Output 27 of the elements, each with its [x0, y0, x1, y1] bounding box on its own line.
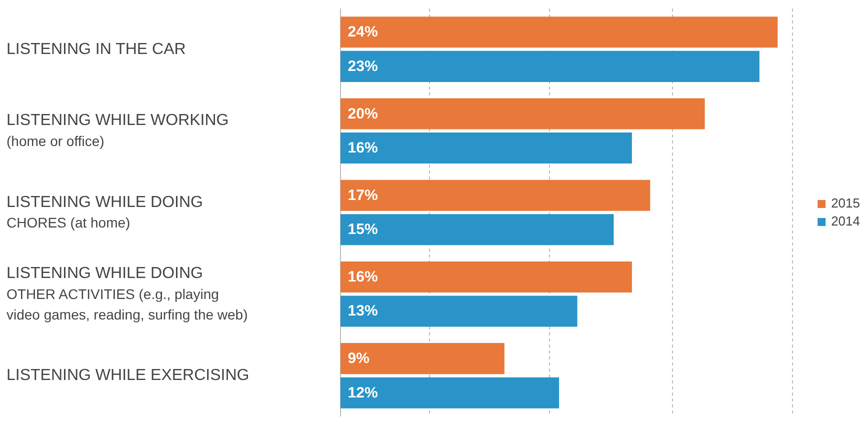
data-label: 16% [348, 140, 378, 157]
data-label: 15% [348, 221, 378, 238]
y-tick-label: LISTENING WHILE DOING OTHER ACTIVITIES (e.g., playing video games, reading, surfing the web) [6, 265, 248, 322]
data-label: 17% [348, 186, 378, 204]
legend-label: 2015 [831, 196, 860, 210]
bar [340, 377, 560, 408]
bar [340, 214, 614, 246]
bar [340, 16, 778, 48]
bar [340, 296, 578, 327]
y-tick-label: LISTENING IN THE CAR [6, 40, 186, 58]
data-label: 20% [348, 105, 378, 122]
bar [340, 50, 760, 82]
data-label: 24% [348, 24, 378, 41]
data-label: 16% [348, 268, 378, 286]
bar [340, 180, 650, 211]
data-label: 9% [348, 350, 370, 368]
y-tick-label: LISTENING WHILE WORKING (home or office) [6, 112, 229, 150]
data-label: 23% [348, 58, 378, 75]
bar [340, 343, 504, 374]
bar [340, 132, 632, 164]
data-label: 13% [348, 302, 378, 320]
legend-label: 2014 [831, 214, 860, 228]
y-tick-label: LISTENING WHILE DOING CHORES (at home) [6, 194, 203, 231]
bar [340, 261, 632, 292]
data-label: 12% [348, 384, 378, 402]
y-tick-label: LISTENING WHILE EXERCISING [6, 367, 250, 384]
bar [340, 98, 705, 130]
